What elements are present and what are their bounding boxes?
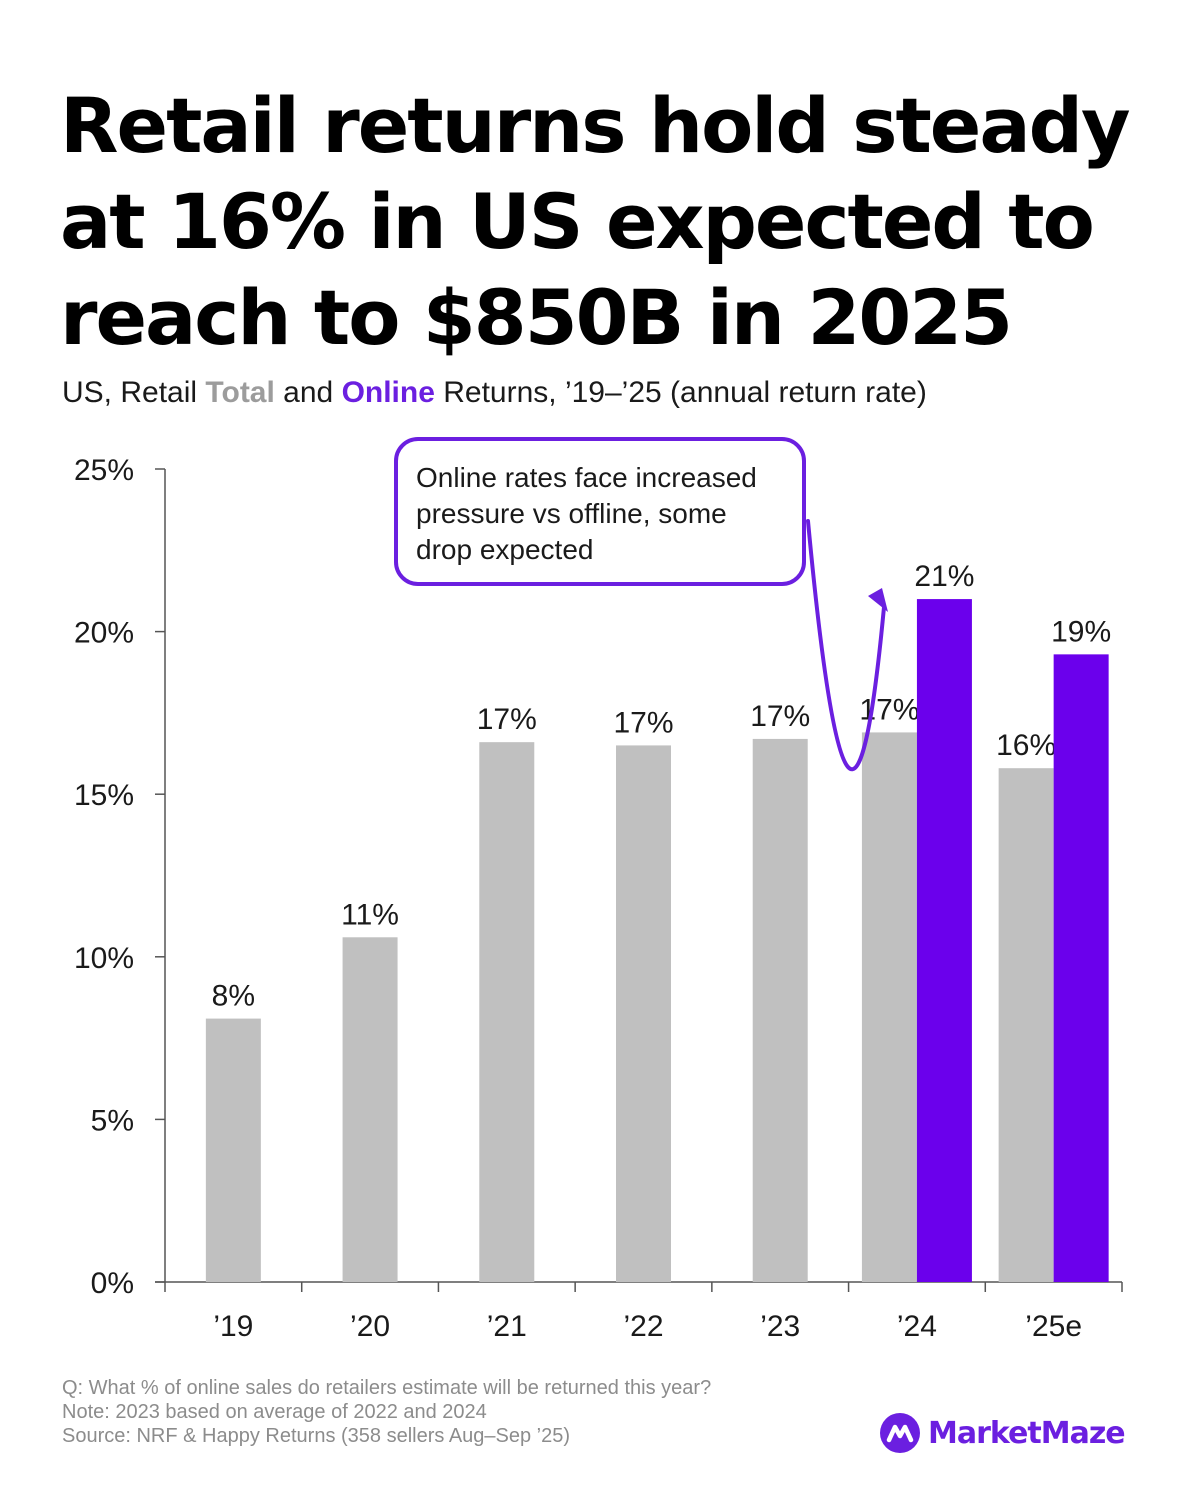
bar-total (205, 1018, 261, 1282)
footnotes: Q: What % of online sales do retailers e… (62, 1376, 711, 1448)
brand-name: MarketMaze (928, 1415, 1126, 1451)
y-tick-label: 10% (74, 942, 134, 975)
x-tick-label: ’20 (350, 1310, 390, 1343)
annotation-text: drop expected (416, 534, 593, 565)
annotation-text: Online rates face increased (416, 462, 757, 493)
bar-total-label: 17% (613, 706, 673, 739)
bar-total (616, 745, 671, 1282)
bar-online (1053, 654, 1109, 1282)
bar-total (998, 768, 1054, 1282)
annotation-arrowhead (868, 588, 888, 612)
y-tick-label: 5% (91, 1104, 134, 1137)
bar-total (479, 742, 535, 1282)
footnote-note: Note: 2023 based on average of 2022 and … (62, 1401, 487, 1423)
bar-online-label: 19% (1051, 615, 1111, 648)
y-tick-label: 20% (74, 617, 134, 650)
annotation-arrow (806, 519, 886, 772)
title-line-1: Retail returns hold steady (60, 81, 1131, 170)
subtitle-prefix: US, Retail (62, 376, 206, 409)
annotation-box (394, 437, 806, 586)
bar-total (752, 738, 808, 1282)
y-tick-label: 15% (74, 779, 134, 812)
annotation-text: pressure vs offline, some (416, 498, 727, 529)
subtitle-and: and (274, 376, 342, 409)
bar-total-label: 17% (477, 703, 537, 736)
title-line-3: reach to $850B in 2025 (60, 273, 1013, 362)
x-tick-label: ’19 (213, 1310, 253, 1343)
x-tick-label: ’22 (623, 1310, 663, 1343)
bar-chart: 0% 5% 10% 15% 20% 25% ’19 ’20 ’21 ’22 ’23 ’24 ’25e 8%… (74, 437, 1123, 1343)
bar-total-label: 11% (341, 898, 399, 931)
y-tick-label: 25% (74, 454, 134, 487)
chart-subtitle: US, Retail Total and Online Returns, ’19… (62, 376, 927, 410)
subtitle-suffix: Returns, ’19–’25 (annual return rate) (434, 376, 927, 409)
bar-online (916, 599, 972, 1282)
y-tick-label: 0% (91, 1267, 134, 1300)
bar-total-label: 8% (212, 980, 255, 1013)
bar-total-label: 16% (996, 729, 1056, 762)
bar-total-label: 17% (750, 700, 810, 733)
brand-logo: MarketMaze (880, 1413, 1126, 1453)
bar-online-label: 21% (914, 560, 974, 593)
footnote-source: Source: NRF & Happy Returns (358 sellers… (62, 1425, 571, 1447)
x-tick-label: ’24 (897, 1310, 937, 1343)
market-maze-logo-icon (880, 1413, 920, 1453)
x-tick-label: ’23 (760, 1310, 800, 1343)
page-title: Retail returns hold steady at 16% in US … (60, 78, 1160, 366)
title-line-2: at 16% in US expected to (60, 177, 1095, 266)
subtitle-online-key: Online (341, 376, 435, 409)
footnote-question: Q: What % of online sales do retailers e… (62, 1377, 712, 1399)
subtitle-total-key: Total (205, 376, 275, 409)
bar-total (342, 937, 398, 1282)
x-tick-label: ’21 (487, 1310, 527, 1343)
bar-total (861, 732, 917, 1282)
x-tick-label: ’25e (1025, 1310, 1082, 1343)
